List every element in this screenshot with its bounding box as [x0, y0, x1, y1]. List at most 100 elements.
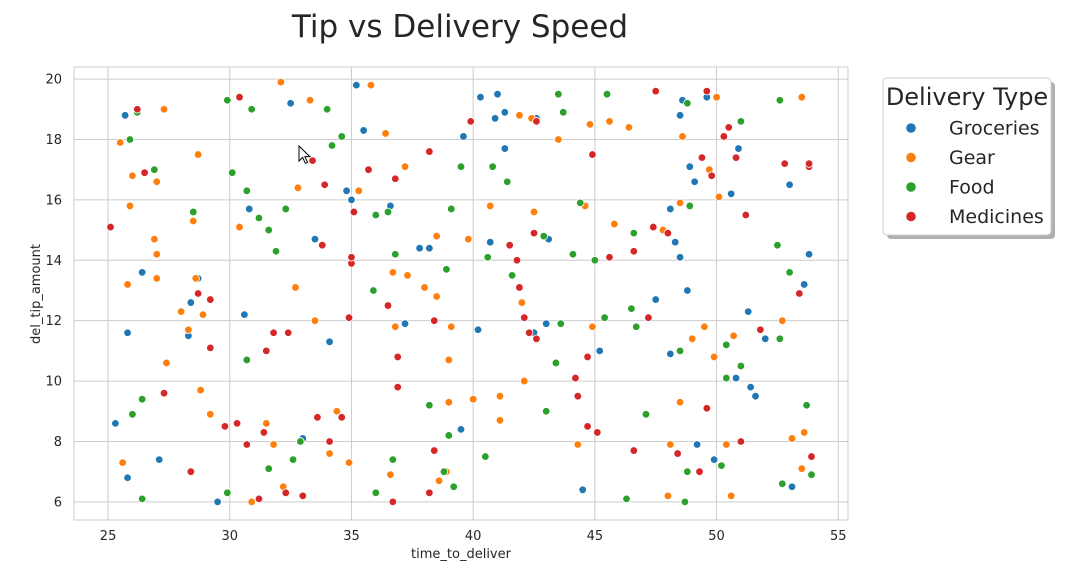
point-gear: [432, 231, 441, 241]
point-groceries: [459, 132, 468, 141]
y-tick-label: 6: [54, 495, 62, 510]
point-gear: [520, 376, 529, 386]
point-medicines: [106, 222, 115, 232]
point-medicines: [425, 488, 434, 498]
point-food: [447, 204, 456, 214]
point-gear: [128, 171, 137, 180]
point-gear: [344, 458, 354, 467]
point-food: [559, 108, 568, 117]
point-groceries: [493, 89, 502, 99]
point-medicines: [259, 428, 269, 437]
point-gear: [403, 271, 412, 280]
point-medicines: [573, 391, 583, 401]
point-food: [717, 461, 726, 470]
point-gear: [354, 186, 363, 196]
point-food: [371, 210, 381, 220]
point-gear: [325, 449, 334, 458]
point-groceries: [666, 204, 675, 214]
point-groceries: [651, 295, 660, 304]
point-medicines: [430, 446, 439, 455]
point-gear: [709, 352, 719, 362]
point-gear: [400, 162, 410, 171]
point-groceries: [154, 455, 164, 464]
point-medicines: [337, 413, 346, 422]
point-gear: [432, 292, 441, 301]
point-gear: [262, 419, 271, 428]
point-medicines: [269, 328, 278, 337]
point-groceries: [325, 337, 334, 347]
point-medicines: [325, 437, 334, 446]
point-gear: [529, 207, 539, 217]
point-medicines: [344, 313, 354, 322]
point-food: [150, 165, 159, 174]
point-gear: [235, 222, 244, 232]
point-medicines: [281, 488, 290, 498]
point-medicines: [283, 328, 293, 337]
point-gear: [714, 192, 724, 202]
point-food: [683, 467, 692, 476]
y-tick-label: 16: [45, 193, 62, 208]
point-medicines: [807, 452, 816, 461]
point-food: [600, 313, 609, 322]
point-groceries: [670, 237, 680, 247]
point-food: [327, 141, 337, 150]
point-groceries: [746, 382, 755, 392]
point-gear: [310, 316, 320, 325]
point-groceries: [123, 473, 132, 482]
y-tick-label: 12: [45, 314, 62, 329]
point-food: [541, 407, 551, 416]
legend-title: Delivery Type: [886, 83, 1048, 111]
point-gear: [663, 491, 673, 501]
point-food: [685, 201, 694, 211]
point-medicines: [702, 86, 712, 96]
point-gear: [573, 440, 583, 449]
point-medicines: [583, 352, 592, 362]
point-medicines: [235, 92, 244, 102]
point-groceries: [111, 419, 120, 428]
point-medicines: [663, 228, 673, 238]
point-food: [264, 464, 273, 473]
point-medicines: [262, 346, 271, 356]
point-groceries: [456, 425, 466, 434]
point-medicines: [393, 352, 402, 362]
point-food: [483, 253, 492, 262]
point-food: [247, 105, 256, 114]
legend-marker-gear: [905, 151, 917, 164]
point-food: [590, 256, 600, 265]
point-food: [337, 132, 346, 141]
point-medicines: [512, 256, 522, 265]
point-medicines: [393, 382, 402, 392]
point-gear: [291, 283, 300, 292]
point-gear: [624, 123, 634, 132]
x-tick-labels: 25 30 35 40 45 50 55: [100, 529, 847, 544]
point-groceries: [666, 349, 675, 359]
point-groceries: [415, 243, 424, 253]
point-food: [223, 488, 232, 498]
legend-marker-groceries: [905, 122, 917, 134]
point-medicines: [298, 491, 307, 501]
point-gear: [269, 440, 278, 449]
point-food: [388, 455, 398, 464]
point-food: [425, 401, 434, 410]
point-medicines: [220, 422, 230, 431]
point-medicines: [505, 240, 514, 250]
point-groceries: [685, 162, 694, 171]
point-gear: [196, 385, 205, 395]
point-groceries: [787, 482, 797, 491]
point-food: [576, 198, 585, 208]
point-medicines: [383, 301, 393, 310]
point-medicines: [649, 222, 658, 232]
legend-marker-medicines: [905, 210, 917, 223]
point-gear: [189, 216, 198, 226]
point-groceries: [709, 455, 719, 464]
point-medicines: [193, 289, 203, 298]
legend-label-groceries: Groceries: [949, 118, 1040, 140]
point-food: [137, 494, 147, 504]
point-gear: [797, 464, 806, 473]
point-food: [736, 361, 746, 371]
point-groceries: [347, 195, 356, 205]
y-tick-label: 20: [45, 73, 62, 88]
point-groceries: [690, 177, 699, 186]
grid-lines: [74, 67, 848, 520]
y-tick-labels: 6 8 10 12 14 16 18 20: [45, 73, 62, 511]
